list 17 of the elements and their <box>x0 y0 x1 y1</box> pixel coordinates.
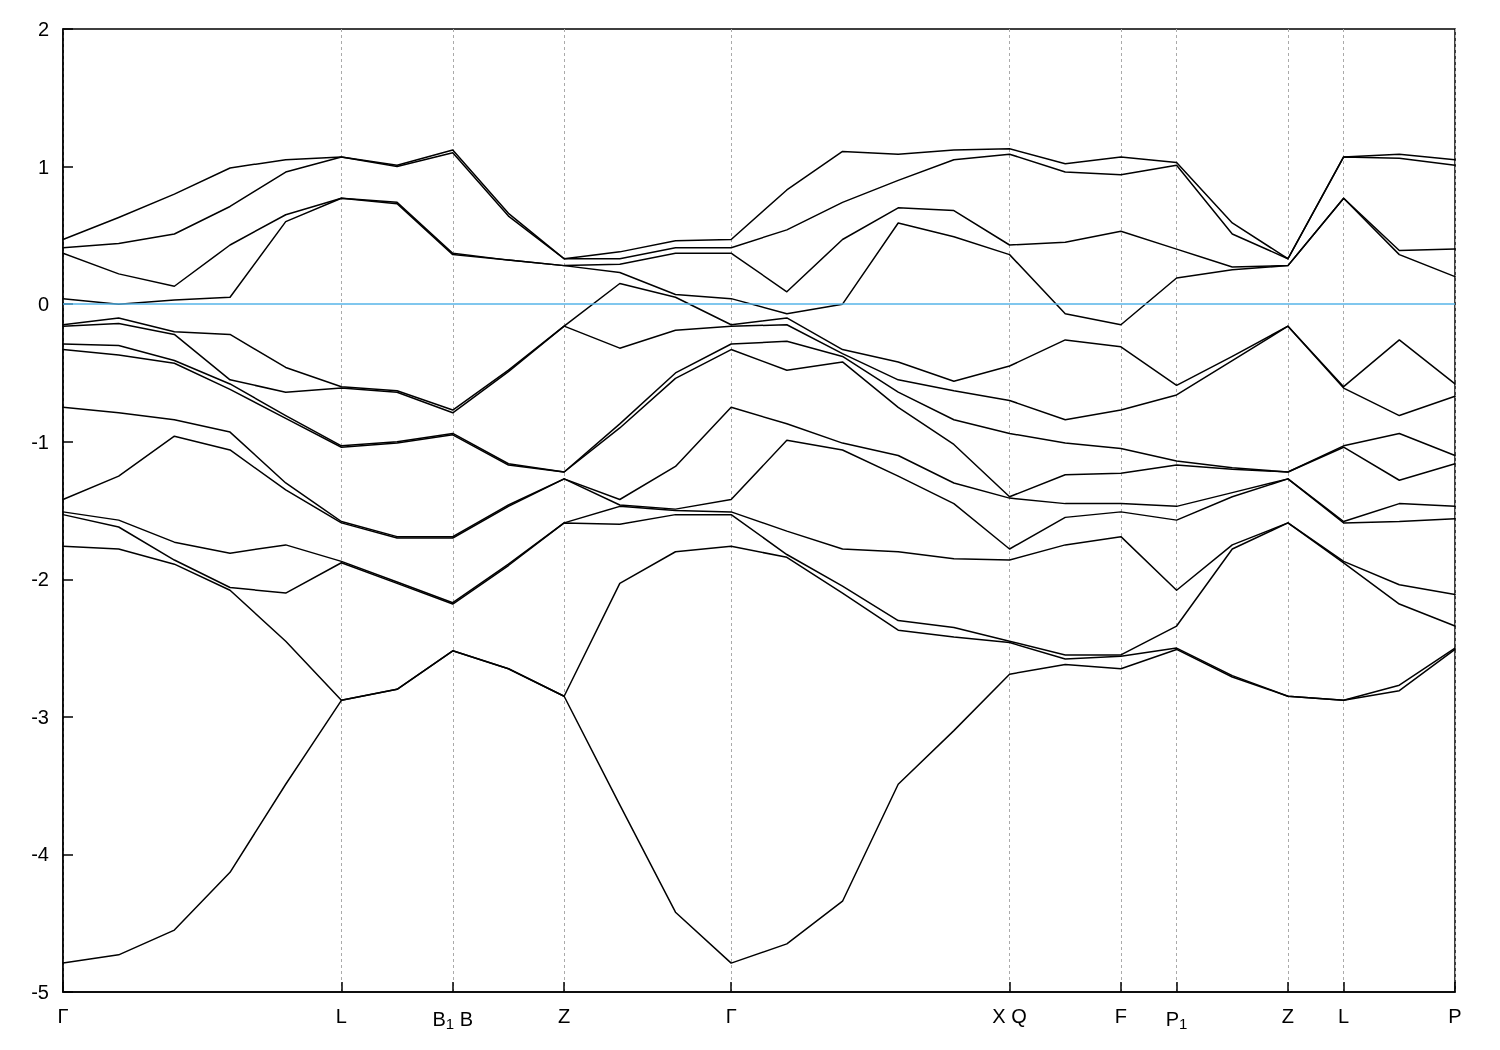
x-tick-label: P <box>1448 1005 1462 1027</box>
x-tick-label: F <box>1114 1005 1128 1027</box>
y-tick-label: 0 <box>37 293 49 316</box>
x-tick-label: L <box>335 1005 347 1027</box>
y-tick-label: 1 <box>37 155 49 178</box>
y-tick-label: -1 <box>31 430 49 453</box>
x-tick-label: X Q <box>992 1005 1027 1027</box>
y-tick-label: 2 <box>37 18 49 40</box>
x-tick-label: Γ <box>725 1005 737 1027</box>
x-tick-label: Γ <box>57 1005 69 1027</box>
x-tick-label: Z <box>1281 1005 1295 1027</box>
x-tick-label: L <box>1338 1005 1350 1027</box>
y-tick-label: -2 <box>31 568 49 591</box>
y-tick-label: -4 <box>31 843 49 866</box>
x-tick-label: Z <box>558 1005 571 1027</box>
y-tick-label: -3 <box>31 705 49 728</box>
y-tick-label: -5 <box>31 981 49 1003</box>
